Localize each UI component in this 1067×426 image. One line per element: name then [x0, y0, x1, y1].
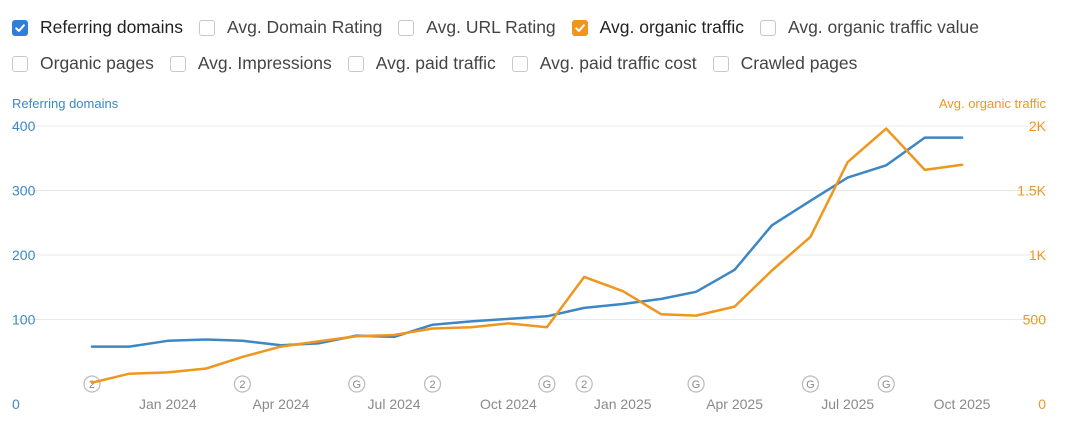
- event-marker-label: 2: [89, 379, 95, 391]
- checkbox-avg-url-rating[interactable]: Avg. URL Rating: [398, 17, 556, 38]
- checkbox-label: Avg. organic traffic value: [787, 17, 979, 37]
- checkbox-icon[interactable]: [198, 19, 215, 36]
- organic-traffic-line: [90, 127, 964, 384]
- checkbox-icon[interactable]: [347, 55, 364, 72]
- event-marker-label: G: [543, 379, 552, 391]
- checkbox-avg-domain-rating[interactable]: Avg. Domain Rating: [198, 17, 383, 38]
- x-tick-label: Jul 2025: [821, 396, 874, 412]
- left-tick-label: 100: [12, 312, 36, 328]
- x-tick-label: Jul 2024: [368, 396, 421, 412]
- event-marker-label: G: [882, 379, 891, 391]
- right-axis-title: Avg. organic traffic: [939, 96, 1047, 111]
- event-marker: [83, 375, 101, 393]
- metric-row-1: Referring domains Avg. Domain Rating Avg…: [12, 17, 995, 38]
- checkbox-icon[interactable]: [12, 19, 28, 36]
- left-tick-label: 0: [12, 396, 20, 412]
- series-lines: [90, 127, 964, 384]
- metric-row-2: Organic pages Avg. Impressions Avg. paid…: [12, 53, 873, 74]
- checkbox-label: Avg. organic traffic: [599, 17, 744, 37]
- event-marker: [687, 375, 705, 393]
- checkbox-avg-organic-traffic[interactable]: Avg. organic traffic: [571, 17, 744, 38]
- checkbox-avg-organic-traffic-value[interactable]: Avg. organic traffic value: [759, 17, 979, 38]
- checkbox-crawled-pages[interactable]: Crawled pages: [712, 53, 858, 74]
- event-marker: [877, 375, 895, 393]
- left-axis-title: Referring domains: [12, 96, 119, 111]
- gridlines: [12, 125, 1046, 320]
- checkbox-icon[interactable]: [398, 19, 415, 36]
- checkbox-icon[interactable]: [511, 55, 528, 72]
- event-marker-label: 2: [239, 379, 245, 391]
- right-tick-label: 0: [1038, 396, 1046, 412]
- checkbox-icon[interactable]: [169, 55, 186, 72]
- checkbox-icon[interactable]: [571, 19, 588, 36]
- chart-svg: 2 2 G 2 G 2 G G G Referring domains Avg. organic …: [12, 96, 1047, 412]
- event-marker: [575, 375, 593, 393]
- line-chart: 2 2 G 2 G 2 G G G Referring domains Avg. organic …: [0, 90, 1067, 426]
- x-tick-label: Jan 2024: [139, 396, 197, 412]
- checkbox-referring-domains[interactable]: Referring domains: [12, 17, 183, 38]
- checkbox-icon[interactable]: [712, 55, 729, 72]
- event-marker: [233, 375, 252, 393]
- x-tick-label: Oct 2024: [480, 396, 537, 412]
- checkbox-label: Avg. Domain Rating: [226, 17, 383, 37]
- x-tick-label: Oct 2025: [934, 396, 991, 412]
- axis-labels: Referring domains Avg. organic traffic 0 0 1…: [12, 96, 1047, 412]
- checkbox-avg-paid-traffic[interactable]: Avg. paid traffic: [347, 53, 496, 74]
- checkbox-label: Referring domains: [40, 17, 183, 37]
- event-marker-label: G: [352, 379, 361, 391]
- checkbox-label: Avg. URL Rating: [426, 17, 556, 37]
- checkbox-organic-pages[interactable]: Organic pages: [12, 53, 154, 74]
- left-tick-label: 400: [12, 118, 36, 134]
- right-tick-label: 1.5K: [1017, 183, 1046, 199]
- event-marker: [538, 375, 556, 393]
- event-marker-label: 2: [430, 379, 436, 391]
- checkbox-label: Organic pages: [40, 53, 154, 73]
- event-marker-label: G: [806, 379, 815, 391]
- left-tick-label: 300: [12, 183, 36, 199]
- event-marker-label: G: [692, 379, 701, 391]
- left-tick-label: 200: [12, 247, 36, 263]
- checkbox-label: Crawled pages: [740, 53, 858, 73]
- x-tick-label: Jan 2025: [594, 396, 652, 412]
- x-tick-label: Apr 2024: [253, 396, 310, 412]
- checkbox-icon[interactable]: [12, 55, 28, 72]
- x-tick-label: Apr 2025: [706, 396, 763, 412]
- checkbox-icon[interactable]: [759, 19, 776, 36]
- right-tick-label: 2K: [1029, 118, 1047, 134]
- event-markers: 2 2 G 2 G 2 G G G: [83, 375, 895, 393]
- event-marker: [423, 375, 442, 393]
- right-tick-label: 500: [1023, 312, 1047, 328]
- checkbox-avg-impressions[interactable]: Avg. Impressions: [169, 53, 332, 74]
- checkbox-label: Avg. paid traffic cost: [539, 53, 697, 73]
- event-marker: [348, 375, 366, 393]
- checkbox-avg-paid-traffic-cost[interactable]: Avg. paid traffic cost: [511, 53, 697, 74]
- referring-domains-line: [90, 136, 964, 348]
- right-tick-label: 1K: [1029, 247, 1047, 263]
- checkbox-label: Avg. Impressions: [197, 53, 332, 73]
- checkbox-label: Avg. paid traffic: [375, 53, 496, 73]
- event-marker: [801, 375, 820, 393]
- event-marker-label: 2: [581, 379, 587, 391]
